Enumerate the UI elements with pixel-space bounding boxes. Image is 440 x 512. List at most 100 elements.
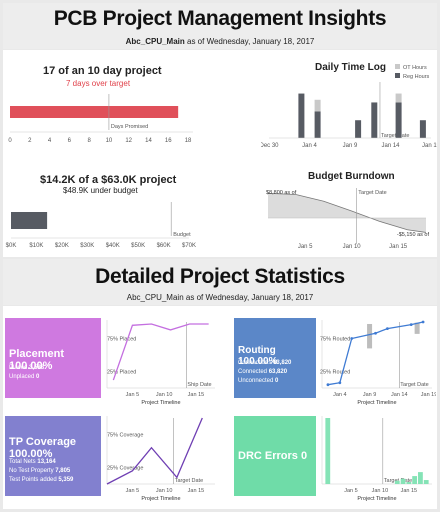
placement-title: Placement 100.00% xyxy=(9,348,65,372)
legend-swatch-ot xyxy=(395,64,400,69)
legend-label-ot: OT Hours xyxy=(403,65,427,71)
series-point xyxy=(350,337,354,340)
details-title: Detailed Project Statistics xyxy=(95,265,345,288)
range-box xyxy=(414,322,420,334)
budget-tick-label: $20K xyxy=(55,243,69,249)
schedule-tick-label: 16 xyxy=(165,138,172,144)
drc-bar xyxy=(412,476,418,484)
routing-tile[interactable]: Routing 100.00% Connections 63,820 Conne… xyxy=(234,318,316,398)
burndown-tick-label: Jan 5 xyxy=(298,244,313,250)
schedule-tick-label: 0 xyxy=(8,138,12,144)
schedule-tick-label: 12 xyxy=(125,138,132,144)
time-log-legend: OT Hours Reg Hours xyxy=(395,64,429,82)
x-axis-title: Project Timeline xyxy=(357,400,396,406)
series-point xyxy=(386,327,389,330)
series-line xyxy=(112,323,209,381)
budget-tick-label: $60K xyxy=(157,243,171,249)
budget-reference-label: Budget xyxy=(173,232,191,238)
burndown-area xyxy=(268,193,426,233)
routing-line-unconnected: Unconnected 0 xyxy=(238,378,279,384)
placement-chart: 75% Placed 25% Placed Ship Date Jan 5 Jan 10… xyxy=(106,320,215,406)
reg-hours-bar xyxy=(314,111,321,138)
burndown-title: Budget Burndown xyxy=(308,171,395,182)
burndown-tick-label: Jan 15 xyxy=(389,244,408,250)
drc-bar xyxy=(423,480,429,484)
page-subtitle: Abc_CPU_Main as of Wednesday, January 18… xyxy=(3,37,437,46)
y-label-25: 25% Placed xyxy=(107,370,136,376)
schedule-tick-label: 2 xyxy=(28,138,32,144)
coverage-chart: 75% Coverage 25% Coverage Target Date Jan 5… xyxy=(106,416,215,502)
page-title: PCB Project Management Insights xyxy=(53,7,387,30)
series-point xyxy=(374,331,377,335)
budget-tick-label: $40K xyxy=(106,243,120,249)
series-point xyxy=(409,323,413,327)
schedule-tick-label: 10 xyxy=(106,138,113,144)
drc-bar xyxy=(325,418,331,484)
x-tick-label: Jan 4 xyxy=(333,392,346,398)
x-tick-label: Jan 10 xyxy=(156,392,173,398)
x-tick-label: Jan 19 xyxy=(421,392,436,398)
drc-bar xyxy=(406,482,412,484)
details-project-name: Abc_CPU_Main xyxy=(126,293,184,302)
insights-panel: 17 of an 10 day project 7 days over targ… xyxy=(3,50,437,257)
time-log-tick-label: Dec 30 xyxy=(261,143,279,149)
placement-line-placed: Placed 3,588 xyxy=(9,365,45,371)
y-label-75: 75% Placed xyxy=(107,337,136,343)
drc-title: DRC Errors 0 xyxy=(238,450,308,462)
project-name: Abc_CPU_Main xyxy=(125,37,185,46)
y-label-75: 75% Coverage xyxy=(107,433,143,439)
schedule-headline: 17 of an 10 day project xyxy=(43,65,162,77)
burndown-end-label: -$5,150 as of xyxy=(397,232,430,238)
x-tick-label: Jan 10 xyxy=(156,488,173,494)
budget-tick-label: $70K xyxy=(182,243,196,249)
routing-chart: 75% Routed 25% Routed Target Date Jan 4 Jan … xyxy=(320,320,436,406)
drc-bar xyxy=(400,478,406,484)
reg-hours-bar xyxy=(298,93,305,138)
drc-bar xyxy=(418,472,423,484)
schedule-chart: Days Promised 0 2 4 6 8 10 12 14 16 18 xyxy=(8,94,193,144)
burndown-tick-label: Jan 10 xyxy=(343,244,362,250)
details-panel: Placement 100.00% Placed 3,588 Unplaced … xyxy=(3,306,437,509)
budget-headline: $14.2K of a $63.0K project xyxy=(40,174,177,186)
schedule-tick-label: 8 xyxy=(87,138,91,144)
budget-tick-label: $50K xyxy=(131,243,145,249)
schedule-tick-label: 18 xyxy=(185,138,192,144)
schedule-tick-label: 4 xyxy=(48,138,52,144)
x-tick-label: Jan 14 xyxy=(391,392,408,398)
reg-hours-bar xyxy=(395,102,402,138)
reg-hours-bar xyxy=(355,120,362,138)
routing-title: Routing 100.00% xyxy=(238,345,278,367)
coverage-line-added: Test Points added 5,359 xyxy=(9,477,74,483)
reference-label: Ship Date xyxy=(187,382,211,388)
drc-tick-label: Jan 10 xyxy=(372,488,389,494)
reference-label: Target Date xyxy=(175,478,203,484)
budget-bar xyxy=(11,212,48,229)
placement-line-unplaced: Unplaced 0 xyxy=(9,374,40,380)
reg-hours-bar xyxy=(371,102,378,138)
routing-line-connected: Connected 63,820 xyxy=(238,369,288,375)
drc-bar xyxy=(394,480,400,484)
schedule-note: 7 days over target xyxy=(66,79,131,88)
time-log-tick-label: Jan 19 xyxy=(422,143,437,149)
placement-tile[interactable]: Placement 100.00% Placed 3,588 Unplaced … xyxy=(5,318,101,398)
burndown-start-label: $8,800 as of xyxy=(266,190,297,196)
as-of-text: as of xyxy=(187,37,205,46)
details-as-of: as of xyxy=(185,293,204,302)
x-tick-label: Jan 9 xyxy=(363,392,376,398)
coverage-line-notest: No Test Property 7,805 xyxy=(9,468,71,474)
schedule-tick-label: 14 xyxy=(145,138,152,144)
time-log-tick-label: Jan 4 xyxy=(302,143,317,149)
coverage-title: TP Coverage 100.00% xyxy=(9,436,77,460)
series-point xyxy=(421,320,425,324)
legend-item-ot: OT Hours xyxy=(395,64,429,73)
burndown-target-label: Target Date xyxy=(358,190,386,196)
drc-tile[interactable]: DRC Errors 0 xyxy=(234,416,316,496)
promised-reference-label: Days Promised xyxy=(111,124,148,130)
dashboard-header: PCB Project Management Insights Abc_CPU_… xyxy=(3,3,437,49)
coverage-tile[interactable]: TP Coverage 100.00% Total Nets 13,164 No… xyxy=(5,416,101,496)
y-label-75: 75% Routed xyxy=(320,337,350,343)
budget-tick-label: $30K xyxy=(80,243,94,249)
x-tick-label: Jan 15 xyxy=(188,488,205,494)
time-log-tick-label: Jan 9 xyxy=(343,143,358,149)
